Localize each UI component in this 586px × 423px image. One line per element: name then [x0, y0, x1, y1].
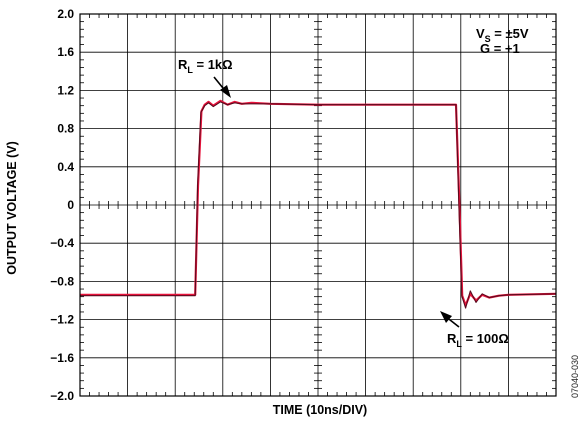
y-tick-labels: 2.0 1.6 1.2 0.8 0.4 0 −0.4 −0.8 −1.2 −1.6 −2.0 [50, 7, 74, 403]
rl-1k-annotation: RL = 1kΩ [178, 57, 233, 75]
y-tick-label: 0 [67, 198, 74, 212]
y-axis-title: OUTPUT VOLTAGE (V) [5, 141, 19, 275]
series-line-2 [80, 101, 557, 309]
rl-1k-arrow [213, 76, 231, 98]
y-tick-label: 1.6 [57, 45, 74, 59]
y-tick-label: 2.0 [57, 7, 74, 21]
vs-subscript: S [485, 34, 491, 44]
rl-1k-main: R [178, 57, 188, 72]
vs-value: = ±5V [491, 26, 529, 41]
series-layer [80, 99, 557, 309]
y-tick-label: −0.4 [50, 236, 74, 250]
rl-100-value: = 100Ω [462, 331, 509, 346]
grid-lines [80, 14, 556, 396]
y-tick-label: −2.0 [50, 389, 74, 403]
x-axis-title: TIME (10ns/DIV) [273, 403, 367, 417]
rl-1k-subscript: L [187, 65, 193, 75]
y-tick-label: −0.8 [50, 274, 74, 288]
y-tick-label: 0.4 [57, 160, 74, 174]
supply-voltage-annotation: VS = ±5V [476, 26, 529, 44]
rl-100-annotation: RL = 100Ω [447, 331, 509, 349]
rl-100-subscript: L [456, 339, 462, 349]
rl-100-main: R [447, 331, 457, 346]
figure-id: 07040-030 [570, 355, 580, 398]
y-tick-label: 0.8 [57, 122, 74, 136]
rl-100-arrow [440, 311, 460, 328]
y-tick-label: 1.2 [57, 83, 74, 97]
y-tick-label: −1.2 [50, 313, 74, 327]
y-tick-label: −1.6 [50, 351, 74, 365]
gain-annotation: G = +1 [480, 41, 520, 56]
rl-1k-value: = 1kΩ [193, 57, 233, 72]
vs-main: V [476, 26, 485, 41]
plot-frame [79, 13, 557, 397]
